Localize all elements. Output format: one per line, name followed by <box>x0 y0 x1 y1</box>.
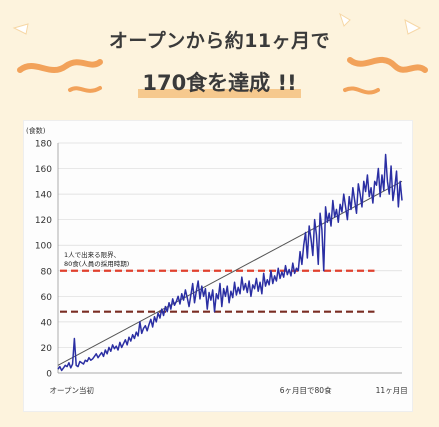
x-tick-label: オープン当初 <box>49 385 94 395</box>
chart-card: (食数) 0 20 40 60 80 100 120 140 160 180 オープン当初 6ヶ月目で8… <box>23 120 413 412</box>
ribbon-right-small <box>343 86 380 95</box>
trend-line <box>57 180 403 366</box>
confetti-piece <box>339 12 351 27</box>
x-tick-label: 6ヶ月目で80食 <box>280 385 332 395</box>
y-tick-label: 100 <box>35 242 52 252</box>
y-tick-label: 40 <box>41 318 53 328</box>
confetti-decoration <box>12 12 428 95</box>
ribbon-right <box>347 57 428 73</box>
confetti-piece <box>12 23 29 35</box>
series-line <box>57 153 403 372</box>
y-tick-label: 160 <box>35 165 52 175</box>
y-tick-label: 0 <box>46 370 52 380</box>
headline: オープンから約11ヶ月で 170食を達成 !! <box>0 26 439 99</box>
ribbon-left-small <box>68 86 102 93</box>
y-axis-label: (食数) <box>26 126 46 135</box>
threshold-label: 80食(人員の採用時期) <box>64 259 129 268</box>
y-tick-label: 120 <box>35 216 52 226</box>
y-tick-label: 140 <box>35 191 52 201</box>
meal-count-chart: (食数) 0 20 40 60 80 100 120 140 160 180 オープン当初 6ヶ月目で8… <box>26 126 408 395</box>
y-tick-label: 60 <box>41 293 53 303</box>
confetti-piece <box>404 19 422 35</box>
x-tick-label: 11ヶ月目 <box>376 386 408 395</box>
headline-line2: 170食を達成 !! <box>136 67 302 99</box>
y-tick-label: 180 <box>35 140 52 150</box>
y-tick-label: 80 <box>41 267 53 277</box>
threshold-label: 1人で出来る限界、 <box>64 250 120 259</box>
ribbon-left <box>17 59 103 73</box>
y-tick-label: 20 <box>41 344 53 354</box>
headline-line1: オープンから約11ヶ月で <box>108 30 331 52</box>
